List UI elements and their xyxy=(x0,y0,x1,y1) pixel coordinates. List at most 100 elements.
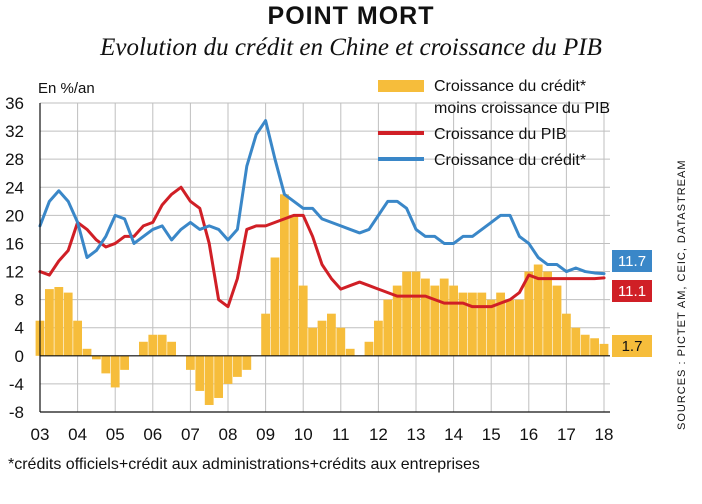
spread-bar xyxy=(552,285,562,356)
y-tick-label: 36 xyxy=(5,94,24,113)
spread-bar xyxy=(336,327,346,356)
spread-bar xyxy=(364,341,374,356)
spread-bar xyxy=(45,289,54,356)
spread-bar xyxy=(233,355,242,377)
badge-gdp-value-box xyxy=(612,280,652,302)
legend-swatch-spread xyxy=(378,80,424,92)
spread-bar xyxy=(383,299,393,356)
spread-bar xyxy=(223,355,233,384)
spread-bar xyxy=(571,327,581,356)
spread-bar xyxy=(204,355,214,405)
spread-bar xyxy=(449,285,458,356)
spread-bar xyxy=(477,292,487,356)
x-tick-label: 07 xyxy=(181,425,200,444)
x-tick-label: 11 xyxy=(332,425,350,444)
spread-bar xyxy=(562,313,571,356)
y-tick-label: 20 xyxy=(5,206,24,225)
spread-bar xyxy=(590,338,599,356)
legend-label-credit: Croissance du crédit* xyxy=(434,152,586,169)
source-note: SOURCES : PICTET AM, CEIC, DATASTREAM xyxy=(676,159,688,430)
y-tick-label: 4 xyxy=(15,319,24,338)
x-tick-label: 10 xyxy=(294,425,313,444)
spread-bar xyxy=(411,271,421,356)
spread-bar xyxy=(63,292,73,356)
y-tick-label: 28 xyxy=(5,150,24,169)
x-tick-label: 09 xyxy=(256,425,275,444)
spread-bar xyxy=(392,285,402,356)
axes: 36 32 28 24 20 16 12 8 4 0 -4 -8 03 04 05 06 07 08 09 10 11 1… xyxy=(5,80,613,444)
spread-bar xyxy=(458,292,468,356)
spread-bar xyxy=(195,355,205,391)
chart-title: POINT MORT xyxy=(267,2,435,30)
spread-bar xyxy=(148,334,158,356)
spread-bar xyxy=(421,278,430,356)
x-tick-label: 05 xyxy=(106,425,125,444)
x-tick-label: 15 xyxy=(482,425,501,444)
spread-bar xyxy=(186,355,195,370)
badge-gdp-value: 11.1 xyxy=(618,283,646,300)
spread-bar xyxy=(580,334,590,356)
spread-bar xyxy=(54,287,64,356)
x-tick-label: 17 xyxy=(557,425,576,444)
spread-bar xyxy=(139,341,148,356)
series-lines xyxy=(38,119,606,309)
x-tick-label: 18 xyxy=(595,425,614,444)
x-tick-label: 06 xyxy=(143,425,162,444)
legend-label-spread-line2: moins croissance du PIB xyxy=(434,100,610,117)
y-tick-label: 32 xyxy=(5,122,24,141)
x-tick-label: 08 xyxy=(219,425,238,444)
x-tick-label: 14 xyxy=(444,425,463,444)
spread-bar xyxy=(486,299,496,356)
spread-bar xyxy=(402,271,411,356)
spread-bar xyxy=(289,215,299,356)
spread-bar xyxy=(280,194,289,356)
spread-bar xyxy=(110,355,120,388)
spread-bar xyxy=(468,292,477,356)
spread-bar xyxy=(327,313,336,356)
y-tick-label: -8 xyxy=(9,403,24,422)
badge-credit-value-box xyxy=(612,250,652,272)
spread-bar xyxy=(430,285,440,356)
spread-bar xyxy=(214,355,223,398)
credit-growth-line xyxy=(38,119,606,276)
spread-bar xyxy=(120,355,129,370)
spread-bar xyxy=(101,355,111,374)
spread-bar xyxy=(533,264,543,356)
y-unit-label: En %/an xyxy=(38,80,95,97)
spread-bar xyxy=(298,285,308,356)
spread-bars xyxy=(35,194,609,405)
spread-bar xyxy=(505,299,515,356)
spread-bar xyxy=(543,271,552,356)
badge-spread-value-box xyxy=(612,335,652,357)
x-tick-label: 16 xyxy=(519,425,538,444)
y-tick-label: 0 xyxy=(15,347,24,366)
spread-bar xyxy=(157,334,167,356)
spread-bar xyxy=(167,341,176,356)
y-tick-label: 24 xyxy=(5,178,24,197)
legend: Croissance du crédit* moins croissance du… xyxy=(378,78,610,169)
x-tick-label: 04 xyxy=(68,425,87,444)
spread-bar xyxy=(242,355,252,370)
spread-bar xyxy=(317,320,327,356)
badge-credit-value: 11.7 xyxy=(618,253,646,270)
spread-bar xyxy=(308,327,317,356)
legend-label-gdp: Croissance du PIB xyxy=(434,126,567,143)
spread-bar xyxy=(261,313,270,356)
x-tick-label: 03 xyxy=(31,425,50,444)
spread-bar xyxy=(92,355,101,360)
spread-bar xyxy=(524,271,534,356)
spread-bar xyxy=(73,320,82,356)
spread-bar xyxy=(345,348,355,356)
chart-subtitle: Evolution du crédit en Chine et croissan… xyxy=(100,34,602,61)
y-tick-label: 12 xyxy=(5,263,24,282)
y-tick-label: 8 xyxy=(15,291,24,310)
y-tick-label: -4 xyxy=(9,375,24,394)
value-badges: 11.7 11.1 1.7 xyxy=(612,250,652,357)
gdp-growth-line xyxy=(38,185,606,309)
spread-bar xyxy=(515,299,524,356)
y-tick-label: 16 xyxy=(5,234,24,253)
spread-bar xyxy=(599,343,609,356)
footnote: *crédits officiels+crédit aux administra… xyxy=(8,456,480,473)
spread-bar xyxy=(496,292,505,356)
